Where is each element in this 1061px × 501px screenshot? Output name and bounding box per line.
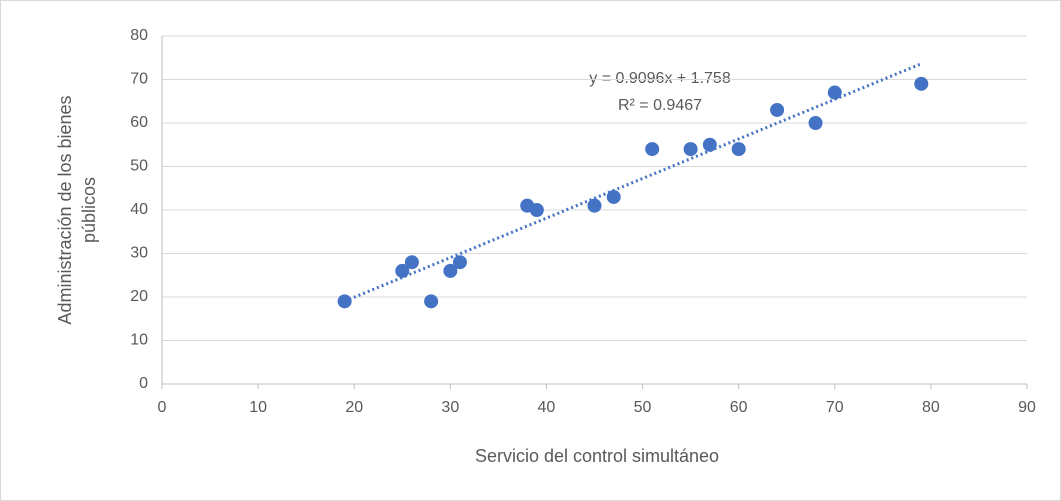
x-tick-label: 50 (634, 399, 652, 416)
y-tick-label: 0 (139, 375, 148, 392)
x-tick-label: 70 (826, 399, 844, 416)
point (452, 255, 467, 270)
x-tick-label: 30 (441, 399, 459, 416)
trendline-r-squared: R² = 0.9467 (618, 97, 702, 114)
point (702, 137, 717, 152)
x-tick-label: 60 (730, 399, 748, 416)
y-tick-label: 60 (130, 114, 148, 131)
point (827, 85, 842, 100)
point (731, 142, 746, 157)
y-axis-label-line: Administración de los bienes (55, 95, 75, 324)
y-tick-label: 40 (130, 201, 148, 218)
y-axis-label-line: públicos (79, 177, 99, 243)
point (808, 116, 823, 130)
x-tick-label: 10 (249, 399, 267, 416)
y-tick-label: 10 (130, 332, 148, 349)
x-tick-label: 0 (158, 399, 167, 416)
trendline-equation: y = 0.9096x + 1.758 (589, 70, 731, 87)
point (443, 263, 458, 278)
trendline (344, 62, 922, 303)
y-tick-label: 20 (130, 288, 148, 305)
point (606, 189, 621, 204)
y-axis-label: Administración de los bienes públicos (55, 95, 99, 324)
point (395, 263, 410, 278)
point (770, 102, 785, 117)
point (645, 142, 660, 157)
x-tick-label: 90 (1018, 399, 1036, 416)
point (914, 76, 929, 91)
x-tick-label: 40 (538, 399, 556, 416)
point (683, 142, 698, 157)
point (587, 198, 602, 213)
y-tick-label: 50 (130, 158, 148, 175)
point (529, 203, 544, 217)
y-tick-label: 30 (130, 245, 148, 262)
y-tick-label: 70 (130, 71, 148, 88)
point (404, 255, 419, 270)
x-axis-label: Servicio del control simultáneo (475, 446, 719, 466)
y-tick-label: 80 (130, 27, 148, 44)
x-tick-label: 80 (922, 399, 940, 416)
x-tick-label: 20 (345, 399, 363, 416)
point (424, 294, 439, 309)
point (337, 294, 352, 309)
